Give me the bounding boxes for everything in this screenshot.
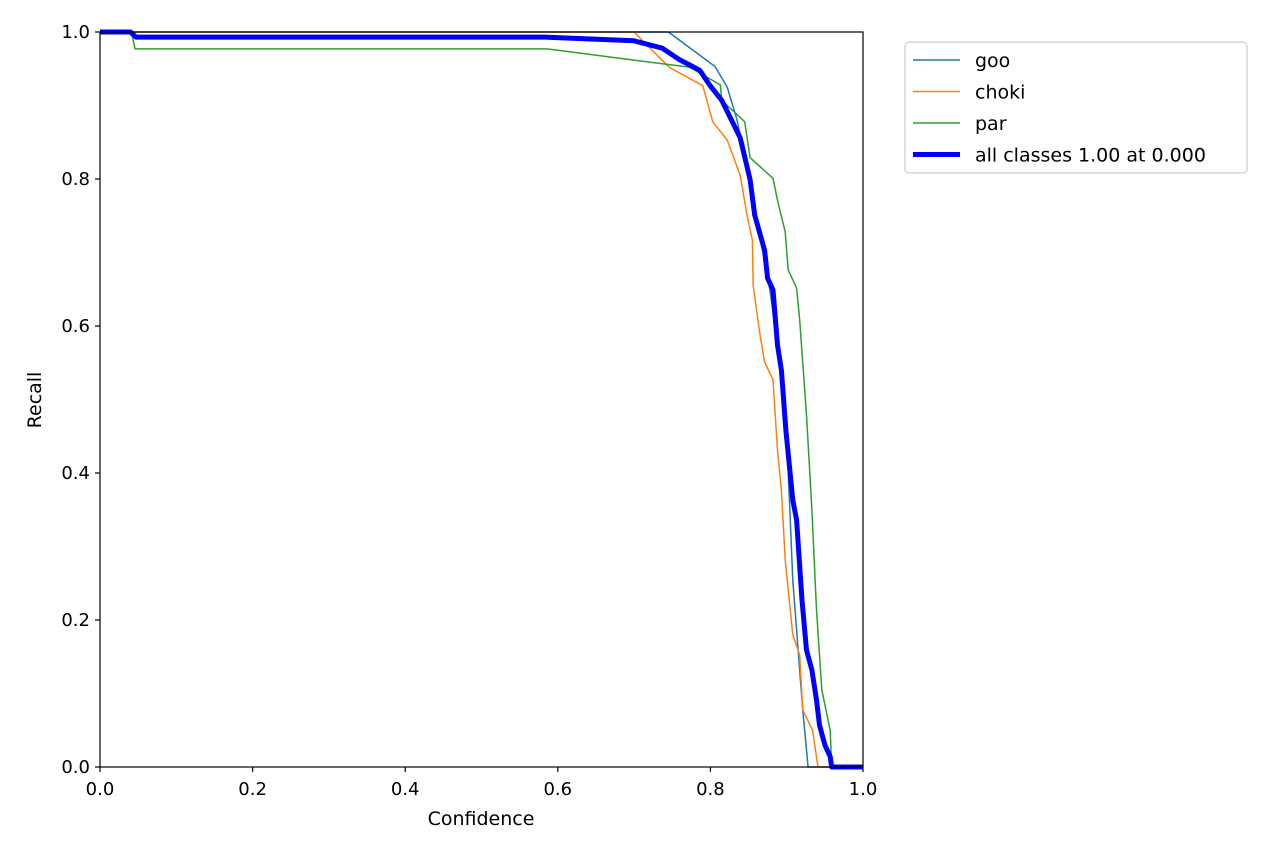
y-axis-label: Recall xyxy=(24,372,46,429)
y-tick-label: 0.0 xyxy=(61,757,90,778)
plot-frame xyxy=(99,31,864,768)
legend-box xyxy=(904,41,1248,174)
y-axis-ticks: 0.0 0.2 0.4 0.6 0.8 1.0 xyxy=(61,22,100,778)
y-tick-label: 0.6 xyxy=(61,316,90,337)
legend-entry: par xyxy=(975,113,1007,135)
legend-entry: goo xyxy=(975,50,1010,72)
y-tick-label: 0.8 xyxy=(61,169,90,190)
x-axis-ticks: 0.0 0.2 0.4 0.6 0.8 1.0 xyxy=(86,767,878,800)
x-tick-label: 0.8 xyxy=(696,779,725,800)
series-line-par xyxy=(100,31,863,768)
series-line-all xyxy=(100,29,863,770)
x-tick-label: 0.2 xyxy=(238,779,267,800)
x-tick-label: 0.6 xyxy=(543,779,572,800)
x-tick-label: 1.0 xyxy=(849,779,878,800)
series-line-goo xyxy=(100,31,863,768)
y-tick-label: 0.2 xyxy=(61,610,90,631)
y-tick-label: 1.0 xyxy=(61,22,90,43)
legend-entry: all classes 1.00 at 0.000 xyxy=(975,145,1206,167)
x-tick-label: 0.4 xyxy=(391,779,420,800)
legend-entry: choki xyxy=(975,82,1025,104)
y-tick-label: 0.4 xyxy=(61,463,90,484)
plot-lines xyxy=(100,29,863,770)
legend: goo choki par all classes 1.00 at 0.000 xyxy=(904,41,1248,174)
x-axis-label: Confidence xyxy=(428,808,535,830)
x-tick-label: 0.0 xyxy=(86,779,115,800)
series-line-choki xyxy=(100,31,863,768)
